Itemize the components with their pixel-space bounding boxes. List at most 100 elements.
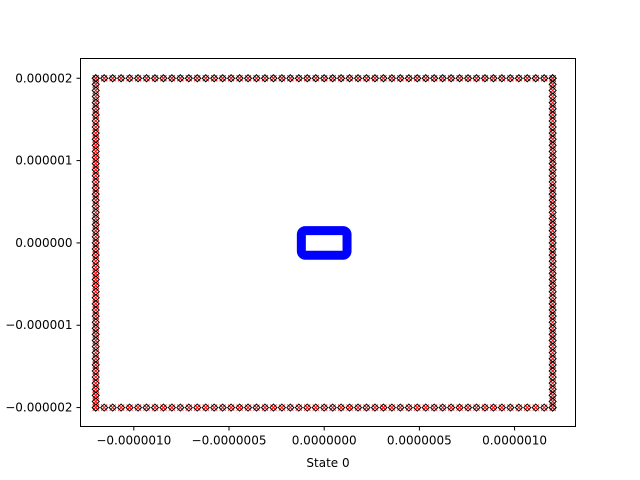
series-1-point-81 (260, 403, 270, 412)
series-1-point-108 (319, 74, 329, 83)
series-1-point-23 (548, 372, 557, 382)
series-1-point-159 (548, 165, 557, 174)
series-1-point-53 (201, 403, 210, 412)
series-1-point-116 (336, 74, 346, 83)
series-1-point-47 (548, 336, 557, 345)
series-1-point-55 (548, 324, 557, 333)
series-1-point-36 (167, 74, 177, 83)
series-1-point-163 (548, 159, 557, 168)
series-1-point-198 (91, 104, 100, 113)
series-1-point-170 (91, 147, 100, 156)
series-1-point-190 (91, 116, 100, 126)
x-axis-label: State 0 (306, 456, 349, 470)
series-2-line (296, 226, 352, 260)
series-1-point-86 (91, 275, 100, 284)
series-1-point-100 (303, 74, 312, 83)
series-1-point-152 (413, 74, 422, 83)
series-1-point-179 (548, 135, 557, 144)
series-1-point-153 (413, 403, 422, 412)
series-1-point-154 (91, 171, 100, 181)
series-1-point-137 (379, 403, 388, 412)
series-1-point-175 (548, 141, 557, 150)
series-1-point-92 (286, 74, 295, 83)
series-1-point-19 (548, 378, 557, 388)
series-1-point-113 (328, 403, 337, 412)
series-1-point-203 (548, 98, 557, 107)
series-1-point-76 (252, 74, 261, 83)
series-1-point-12 (116, 74, 126, 83)
series-1-point-109 (319, 403, 329, 412)
series-1-point-57 (209, 403, 219, 412)
series-1-point-191 (548, 116, 557, 126)
series-1-point-34 (91, 354, 100, 363)
series-1-point-9 (108, 403, 117, 412)
series-1-point-186 (91, 122, 100, 132)
series-1-point-177 (463, 403, 473, 412)
series-1-point-127 (548, 214, 557, 223)
series-1-point-80 (260, 74, 270, 83)
series-1-point-107 (548, 244, 557, 254)
series-1-point-197 (506, 403, 515, 412)
series-1-point-167 (548, 153, 557, 162)
series-1-point-133 (370, 403, 380, 412)
series-1-point-178 (91, 135, 100, 144)
series-1-point-128 (362, 74, 371, 83)
series-1-point-96 (294, 74, 304, 83)
series-1-point-142 (91, 189, 100, 199)
series-1-point-156 (421, 74, 430, 83)
series-1-point-110 (91, 238, 100, 248)
series-1-point-31 (548, 360, 557, 370)
series-1-point-74 (91, 293, 100, 303)
series-1-point-17 (125, 403, 134, 412)
series-1-point-32 (159, 74, 168, 83)
series-1-point-132 (370, 74, 380, 83)
series-1-point-182 (91, 128, 100, 138)
series-1-point-35 (548, 354, 557, 363)
series-1-point-135 (548, 202, 557, 211)
series-1-point-164 (438, 74, 447, 83)
series-1-point-87 (548, 275, 557, 284)
series-1-point-2 (91, 403, 100, 412)
series-1-point-129 (362, 403, 371, 412)
series-1-point-121 (345, 403, 354, 412)
series-1-point-169 (446, 403, 456, 412)
series-1-point-52 (201, 74, 210, 83)
series-1-point-78 (91, 287, 100, 296)
series-1-point-98 (91, 256, 100, 266)
series-1-point-91 (548, 269, 557, 278)
series-1-point-176 (463, 74, 473, 83)
series-1-point-213 (539, 403, 549, 412)
series-1-point-111 (548, 238, 557, 248)
series-1-point-131 (548, 208, 557, 217)
series-1-point-200 (514, 74, 524, 83)
series-1-point-38 (91, 348, 100, 357)
series-1-point-183 (548, 128, 557, 138)
series-1-point-72 (243, 74, 253, 83)
series-1-point-14 (91, 385, 100, 394)
series-1-point-101 (303, 403, 312, 412)
series-1-point-69 (235, 403, 244, 412)
series-1-point-70 (91, 299, 100, 309)
series-1-point-41 (176, 403, 185, 412)
series-1-point-37 (167, 403, 177, 412)
series-1-point-194 (91, 110, 100, 120)
series-1-point-59 (548, 317, 557, 327)
series-1-point-114 (91, 232, 100, 242)
series-1-point-25 (142, 403, 151, 412)
series-1-point-93 (286, 403, 295, 412)
series-1-point-26 (91, 366, 100, 376)
series-1-point-63 (548, 311, 557, 321)
series-1-point-102 (91, 250, 100, 260)
series-1-point-199 (548, 104, 557, 113)
series-1-point-168 (446, 74, 456, 83)
series-1-point-85 (269, 403, 278, 412)
x-tick-label-0: −0.0000010 (96, 434, 171, 448)
series-1-point-18 (91, 378, 100, 388)
series-1-point-56 (209, 74, 219, 83)
series-1-point-215 (548, 80, 557, 89)
x-axis-ticks: −0.0000010 −0.0000005 0.0000000 0.0000005 0.… (96, 426, 547, 448)
series-1-point-151 (548, 177, 557, 187)
series-1-point-192 (497, 74, 507, 83)
series-1-point-146 (91, 183, 100, 193)
